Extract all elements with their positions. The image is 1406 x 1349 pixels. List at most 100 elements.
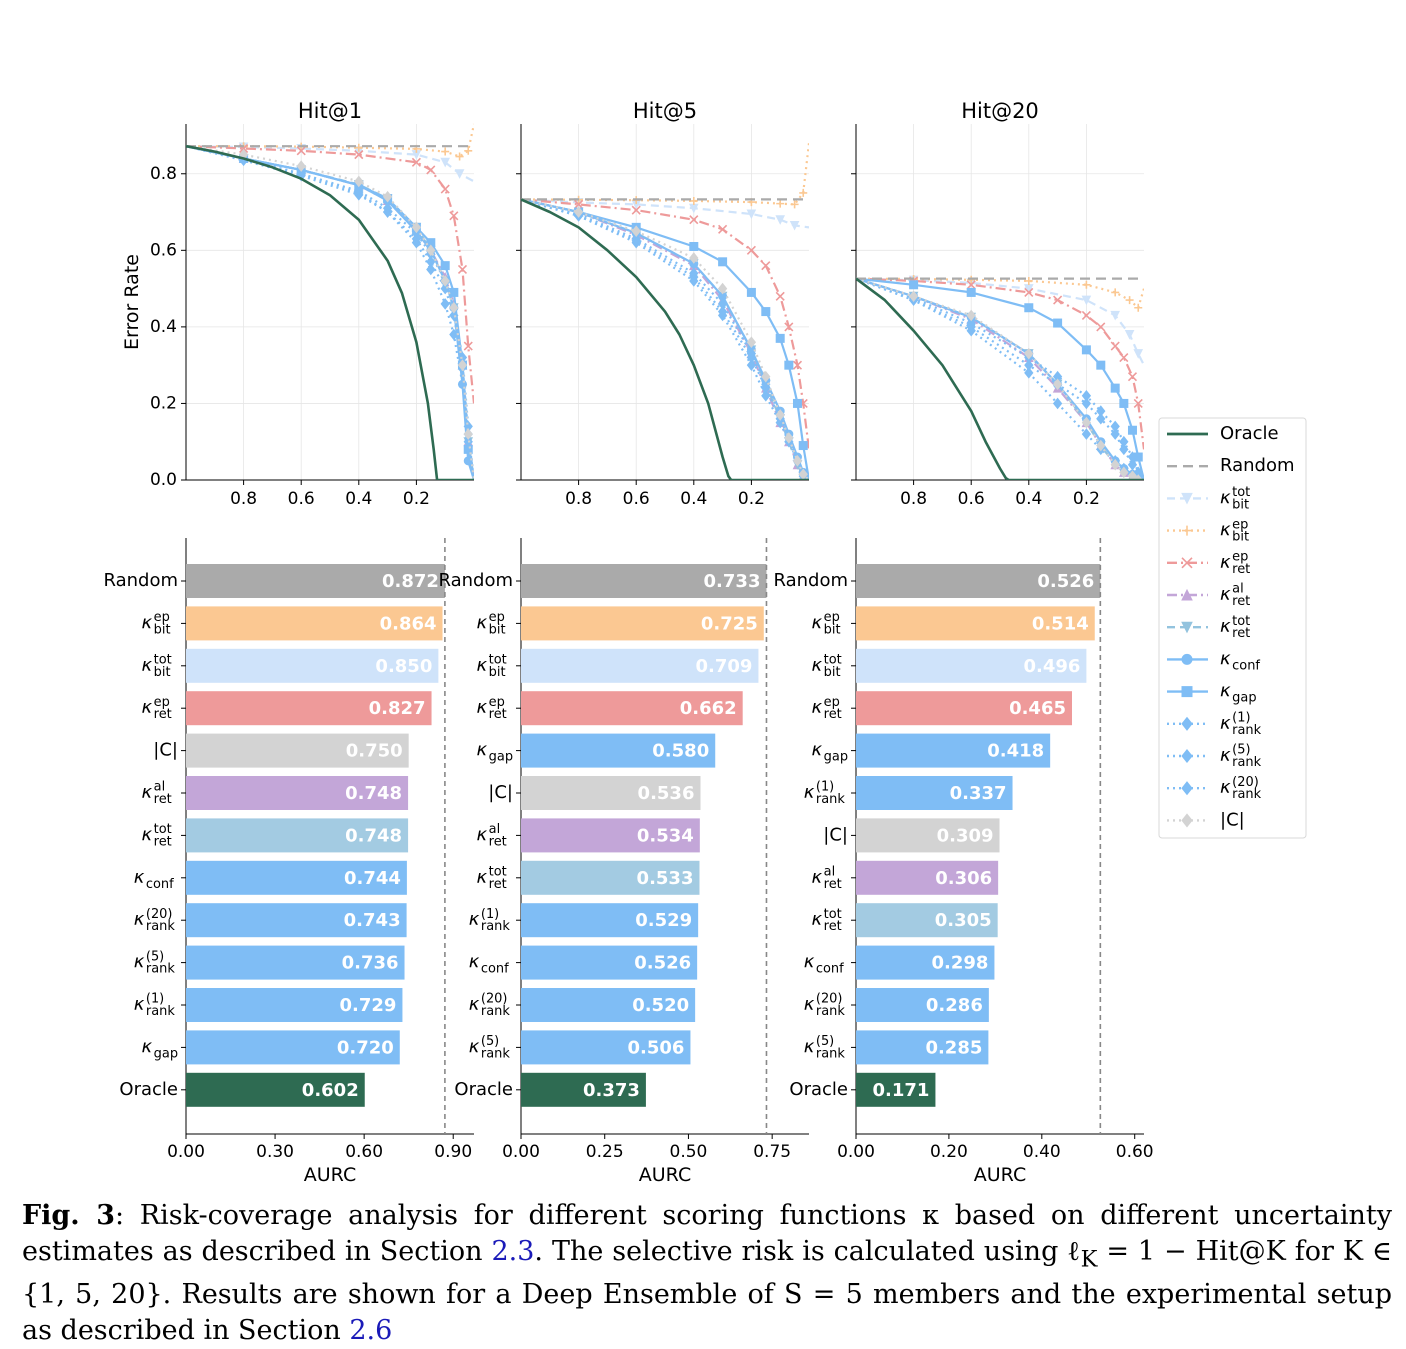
bar-value-label: 0.305 bbox=[935, 910, 992, 931]
bar-bit_ep bbox=[521, 606, 764, 641]
series-oracle bbox=[856, 277, 1144, 480]
bar-csize bbox=[856, 818, 1000, 853]
category-label-rank20: κ (20)rank bbox=[804, 992, 846, 1019]
bar-value-label: 0.506 bbox=[628, 1037, 685, 1058]
point-bit_tot bbox=[1133, 349, 1144, 359]
series-line-conf bbox=[521, 198, 809, 480]
svg-text:(1): (1) bbox=[816, 780, 834, 795]
category-label-oracle: Oracle bbox=[454, 1079, 513, 1100]
category-label-random: Random bbox=[438, 570, 513, 591]
caption-text: : Risk-coverage analysis for different s… bbox=[22, 1200, 1392, 1267]
point-csize bbox=[449, 301, 459, 314]
svg-text:rank: rank bbox=[146, 1004, 175, 1019]
category-label-rank5: κ (5)rank bbox=[134, 949, 176, 976]
point-ret_ep bbox=[457, 264, 468, 275]
legend-label: κ (20)rank bbox=[1220, 775, 1262, 802]
series-ret_ep bbox=[856, 276, 1144, 450]
svg-text:(5): (5) bbox=[481, 1034, 499, 1049]
svg-text:rank: rank bbox=[481, 1004, 510, 1019]
point-bit_ep bbox=[790, 200, 799, 209]
bar-value-label: 0.533 bbox=[637, 868, 694, 889]
point-gap bbox=[1096, 360, 1106, 370]
point-csize bbox=[966, 309, 976, 322]
legend-label: κ gap bbox=[1220, 681, 1257, 706]
svg-text:|C|: |C| bbox=[1220, 809, 1245, 830]
point-ret_ep bbox=[1110, 341, 1120, 351]
svg-text:κ: κ bbox=[1220, 616, 1231, 637]
point-csize bbox=[1110, 458, 1120, 471]
point-csize bbox=[1119, 466, 1129, 479]
caption-ref-section[interactable]: 2.3 bbox=[491, 1236, 535, 1267]
series-line-rank5 bbox=[521, 198, 809, 480]
svg-text:(1): (1) bbox=[146, 992, 164, 1007]
point-csize bbox=[761, 370, 771, 383]
svg-text:ep: ep bbox=[824, 610, 840, 625]
series-oracle bbox=[186, 144, 474, 480]
legend-label: κ (1)rank bbox=[1220, 711, 1262, 738]
legend-label: κ conf bbox=[1220, 648, 1260, 673]
bar-ret_al bbox=[856, 860, 999, 895]
bar-value-label: 0.496 bbox=[1023, 656, 1080, 677]
point-rank20 bbox=[1119, 435, 1129, 448]
svg-text:κ: κ bbox=[1220, 777, 1231, 798]
svg-text:κ: κ bbox=[477, 740, 488, 761]
svg-text:(5): (5) bbox=[1232, 743, 1250, 758]
series-csize bbox=[186, 145, 474, 480]
svg-text:κ: κ bbox=[804, 994, 815, 1015]
bar-bit_tot bbox=[521, 648, 759, 683]
svg-text:ret: ret bbox=[154, 707, 172, 722]
point-bit_tot bbox=[1110, 310, 1121, 321]
point-gap bbox=[1081, 345, 1091, 355]
bar-value-label: 0.748 bbox=[345, 825, 402, 846]
svg-text:al: al bbox=[1232, 582, 1244, 597]
point-rank20 bbox=[761, 378, 771, 391]
svg-text:ep: ep bbox=[154, 610, 170, 625]
point-ret_ep bbox=[1053, 295, 1063, 305]
bar-rank1 bbox=[186, 988, 403, 1022]
bar-ret_ep bbox=[186, 691, 432, 726]
point-ret_ep bbox=[296, 146, 306, 156]
point-ret_ep bbox=[784, 322, 794, 332]
svg-text:κ: κ bbox=[804, 782, 815, 803]
svg-text:gap: gap bbox=[154, 1046, 178, 1061]
category-label-conf: κ conf bbox=[469, 952, 509, 977]
category-label-rank20: κ (20)rank bbox=[469, 992, 511, 1019]
bar-gap bbox=[186, 1030, 400, 1065]
caption-label: Fig. 3 bbox=[22, 1200, 115, 1231]
legend-marker bbox=[1181, 813, 1193, 828]
svg-text:tot: tot bbox=[154, 822, 172, 837]
bar-value-label: 0.465 bbox=[1009, 698, 1066, 719]
svg-text:ep: ep bbox=[824, 695, 840, 710]
svg-text:ep: ep bbox=[489, 695, 505, 710]
svg-text:κ: κ bbox=[1220, 552, 1231, 573]
x-tick-label: 0.60 bbox=[345, 1142, 383, 1162]
bar-value-label: 0.337 bbox=[950, 783, 1007, 804]
bar-conf bbox=[186, 860, 407, 895]
svg-text:(1): (1) bbox=[1232, 711, 1250, 726]
svg-text:κ: κ bbox=[134, 994, 145, 1015]
series-line-rank5 bbox=[186, 145, 474, 480]
caption-ref-section-2[interactable]: 2.6 bbox=[349, 1315, 393, 1347]
svg-text:rank: rank bbox=[1232, 755, 1261, 770]
point-bit_ep bbox=[776, 199, 785, 208]
bar-value-label: 0.850 bbox=[375, 656, 432, 677]
svg-text:gap: gap bbox=[489, 750, 513, 765]
x-tick-label: 0.2 bbox=[1073, 489, 1100, 509]
point-csize bbox=[775, 409, 785, 421]
x-tick-label: 0.2 bbox=[403, 489, 430, 509]
caption-text-2: . The selective risk is calculated using… bbox=[534, 1236, 1081, 1267]
bar-conf bbox=[521, 945, 698, 980]
point-rank1 bbox=[440, 298, 450, 310]
bar-ret_ep bbox=[856, 691, 1072, 726]
svg-text:(5): (5) bbox=[146, 949, 164, 964]
svg-text:al: al bbox=[154, 780, 166, 795]
svg-text:gap: gap bbox=[824, 750, 848, 765]
point-csize bbox=[1081, 416, 1092, 429]
legend-label: κ (5)rank bbox=[1220, 743, 1262, 770]
